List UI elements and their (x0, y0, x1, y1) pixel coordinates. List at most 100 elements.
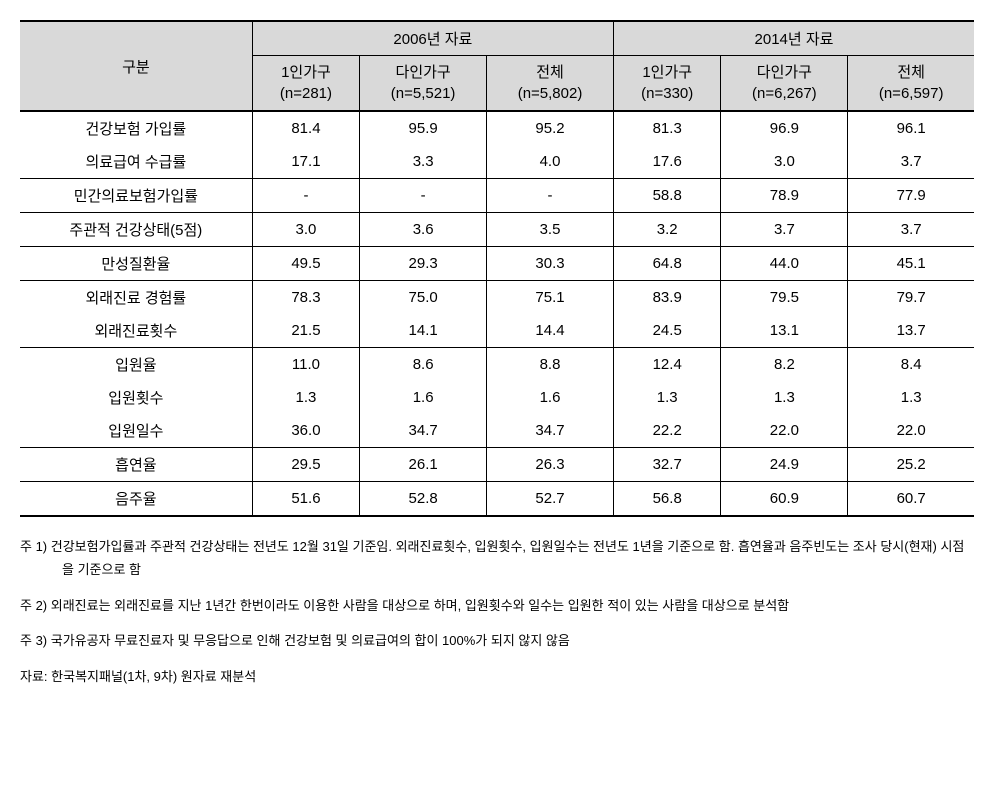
data-cell: 3.0 (252, 213, 359, 247)
data-cell: 75.1 (487, 281, 614, 315)
data-cell: 52.7 (487, 482, 614, 517)
data-cell: 17.6 (613, 145, 720, 179)
table-row: 입원율11.08.68.812.48.28.4 (20, 348, 974, 382)
data-cell: 17.1 (252, 145, 359, 179)
column-n: (n=330) (641, 85, 693, 102)
data-cell: 29.3 (360, 247, 487, 281)
data-cell: 14.1 (360, 314, 487, 348)
table-row: 만성질환율49.529.330.364.844.045.1 (20, 247, 974, 281)
row-label: 외래진료횟수 (20, 314, 252, 348)
column-label: 전체 (897, 64, 925, 81)
data-cell: 79.7 (848, 281, 974, 315)
column-header: 1인가구 (n=281) (252, 56, 359, 112)
data-cell: 24.9 (721, 448, 848, 482)
column-n: (n=5,521) (391, 85, 456, 102)
data-cell: 8.2 (721, 348, 848, 382)
row-label: 건강보험 가입률 (20, 111, 252, 145)
data-cell: 3.0 (721, 145, 848, 179)
row-label: 의료급여 수급률 (20, 145, 252, 179)
data-cell: 96.1 (848, 111, 974, 145)
data-cell: 29.5 (252, 448, 359, 482)
data-cell: 21.5 (252, 314, 359, 348)
data-cell: 1.3 (252, 381, 359, 414)
data-cell: 3.5 (487, 213, 614, 247)
table-row: 입원횟수1.31.61.61.31.31.3 (20, 381, 974, 414)
data-cell: 52.8 (360, 482, 487, 517)
data-cell: 8.8 (487, 348, 614, 382)
data-cell: 60.7 (848, 482, 974, 517)
data-cell: 60.9 (721, 482, 848, 517)
data-cell: 56.8 (613, 482, 720, 517)
data-cell: 14.4 (487, 314, 614, 348)
data-cell: 30.3 (487, 247, 614, 281)
data-cell: 78.3 (252, 281, 359, 315)
data-cell: 3.3 (360, 145, 487, 179)
column-n: (n=5,802) (518, 85, 583, 102)
data-cell: - (360, 179, 487, 213)
data-cell: 1.6 (487, 381, 614, 414)
data-cell: - (252, 179, 359, 213)
data-cell: 3.2 (613, 213, 720, 247)
column-label: 1인가구 (642, 64, 692, 81)
year-group-2006: 2006년 자료 (252, 21, 613, 56)
data-cell: 1.6 (360, 381, 487, 414)
footnotes: 주 1) 건강보험가입률과 주관적 건강상태는 전년도 12월 31일 기준임.… (20, 535, 974, 688)
data-cell: 1.3 (848, 381, 974, 414)
data-cell: 24.5 (613, 314, 720, 348)
row-label: 흡연율 (20, 448, 252, 482)
data-cell: 96.9 (721, 111, 848, 145)
column-label: 다인가구 (757, 64, 812, 81)
row-label: 외래진료 경험률 (20, 281, 252, 315)
table-row: 민간의료보험가입률---58.878.977.9 (20, 179, 974, 213)
column-n: (n=6,597) (879, 85, 944, 102)
row-label: 입원율 (20, 348, 252, 382)
data-cell: 13.1 (721, 314, 848, 348)
data-cell: 3.6 (360, 213, 487, 247)
row-label: 민간의료보험가입률 (20, 179, 252, 213)
table-body: 건강보험 가입률81.495.995.281.396.996.1의료급여 수급률… (20, 111, 974, 516)
data-cell: 95.9 (360, 111, 487, 145)
column-header: 다인가구 (n=5,521) (360, 56, 487, 112)
data-cell: 8.4 (848, 348, 974, 382)
data-cell: 34.7 (360, 414, 487, 448)
data-cell: 1.3 (613, 381, 720, 414)
row-label: 주관적 건강상태(5점) (20, 213, 252, 247)
table-row: 건강보험 가입률81.495.995.281.396.996.1 (20, 111, 974, 145)
data-cell: 3.7 (848, 145, 974, 179)
column-label: 다인가구 (396, 64, 451, 81)
data-source: 자료: 한국복지패널(1차, 9차) 원자료 재분석 (20, 665, 974, 688)
column-n: (n=281) (280, 85, 332, 102)
data-cell: - (487, 179, 614, 213)
column-n: (n=6,267) (752, 85, 817, 102)
year-group-2014: 2014년 자료 (613, 21, 974, 56)
data-cell: 3.7 (721, 213, 848, 247)
data-cell: 81.4 (252, 111, 359, 145)
row-label: 만성질환율 (20, 247, 252, 281)
column-header: 전체 (n=5,802) (487, 56, 614, 112)
data-cell: 77.9 (848, 179, 974, 213)
column-label: 전체 (536, 64, 564, 81)
data-cell: 36.0 (252, 414, 359, 448)
row-label: 입원횟수 (20, 381, 252, 414)
footnote-3: 주 3) 국가유공자 무료진료자 및 무응답으로 인해 건강보험 및 의료급여의… (20, 629, 974, 652)
column-label: 1인가구 (281, 64, 331, 81)
column-header: 1인가구 (n=330) (613, 56, 720, 112)
data-cell: 44.0 (721, 247, 848, 281)
data-cell: 3.7 (848, 213, 974, 247)
data-cell: 22.0 (721, 414, 848, 448)
data-cell: 49.5 (252, 247, 359, 281)
data-cell: 22.2 (613, 414, 720, 448)
data-cell: 95.2 (487, 111, 614, 145)
column-header: 전체 (n=6,597) (848, 56, 974, 112)
table-row: 외래진료횟수21.514.114.424.513.113.7 (20, 314, 974, 348)
data-cell: 34.7 (487, 414, 614, 448)
data-cell: 83.9 (613, 281, 720, 315)
health-statistics-table: 구분 2006년 자료 2014년 자료 1인가구(n=281)다인가구(n=5… (20, 20, 974, 517)
data-cell: 12.4 (613, 348, 720, 382)
footnote-1: 주 1) 건강보험가입률과 주관적 건강상태는 전년도 12월 31일 기준임.… (20, 535, 974, 582)
table-row: 의료급여 수급률17.13.34.017.63.03.7 (20, 145, 974, 179)
data-cell: 81.3 (613, 111, 720, 145)
data-cell: 32.7 (613, 448, 720, 482)
table-row: 입원일수36.034.734.722.222.022.0 (20, 414, 974, 448)
table-row: 음주율51.652.852.756.860.960.7 (20, 482, 974, 517)
